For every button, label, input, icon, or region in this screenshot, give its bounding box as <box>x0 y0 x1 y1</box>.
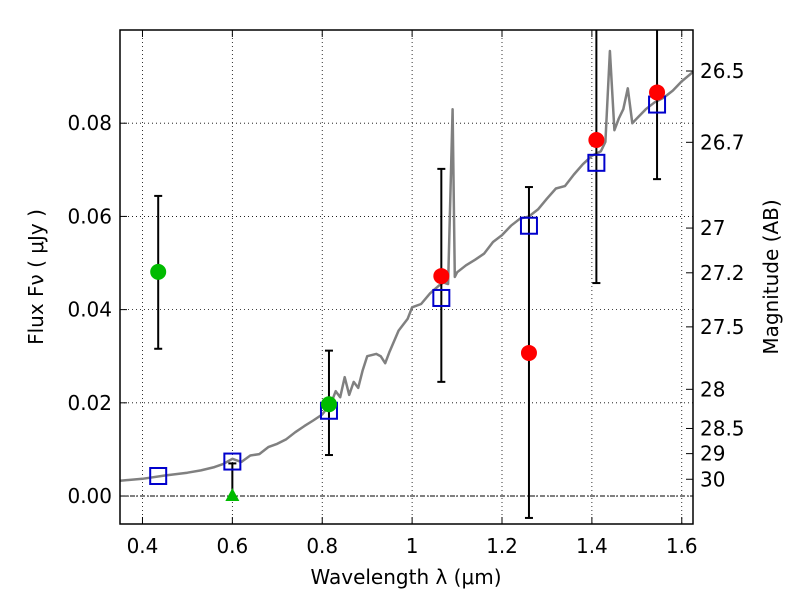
observed-flux-point <box>320 396 337 413</box>
x-tick-label: 1.2 <box>486 534 518 558</box>
magnitude-tick-label: 26.5 <box>700 59 745 83</box>
observed-flux-point <box>520 344 537 361</box>
plot-frame <box>119 29 694 525</box>
magnitude-tick-label: 27.2 <box>700 261 745 285</box>
x-tick-label: 1.6 <box>666 534 698 558</box>
observed-flux-point <box>649 84 666 101</box>
y-tick-label: 0.04 <box>67 298 112 322</box>
magnitude-tick-label: 30 <box>700 467 725 491</box>
x-tick-label: 1.4 <box>576 534 608 558</box>
model-photometry-square <box>519 216 538 235</box>
data-marks <box>119 30 694 519</box>
magnitude-tick-label: 27 <box>700 216 725 240</box>
magnitude-tick-label: 28 <box>700 377 725 401</box>
magnitude-axis-label: Magnitude (AB) <box>759 199 783 354</box>
magnitude-tick-label: 28.5 <box>700 416 745 440</box>
observed-flux-point <box>433 268 450 285</box>
model-photometry-square <box>149 466 168 485</box>
x-tick-label: 0.4 <box>127 534 159 558</box>
magnitude-tick-label: 27.5 <box>700 315 745 339</box>
magnitude-tick-label: 29 <box>700 442 725 466</box>
y-axis-ticks: 0.00 0.02 0.04 0.06 0.08 <box>67 111 127 508</box>
y-tick-label: 0.02 <box>67 391 112 415</box>
model-photometry-square <box>587 153 606 172</box>
y-tick-label: 0.00 <box>67 484 112 508</box>
x-axis-label: Wavelength λ (μm) <box>310 565 501 589</box>
observed-flux-point <box>150 263 167 280</box>
model-spectrum-line <box>119 49 694 482</box>
y-axis-label: Flux Fν ( μJy ) <box>24 209 48 345</box>
upper-limit-triangle <box>225 488 240 502</box>
y-tick-label: 0.08 <box>67 111 112 135</box>
model-photometry-square <box>223 452 242 471</box>
magnitude-tick-label: 26.7 <box>700 130 745 154</box>
observed-flux-point <box>588 131 605 148</box>
x-tick-label: 0.6 <box>216 534 248 558</box>
y-tick-label: 0.06 <box>67 204 112 228</box>
x-axis-ticks: 0.4 0.6 0.8 1 1.2 1.4 1.6 <box>127 30 698 558</box>
model-photometry-square <box>432 288 451 307</box>
x-tick-label: 0.8 <box>306 534 338 558</box>
x-tick-label: 1 <box>406 534 419 558</box>
